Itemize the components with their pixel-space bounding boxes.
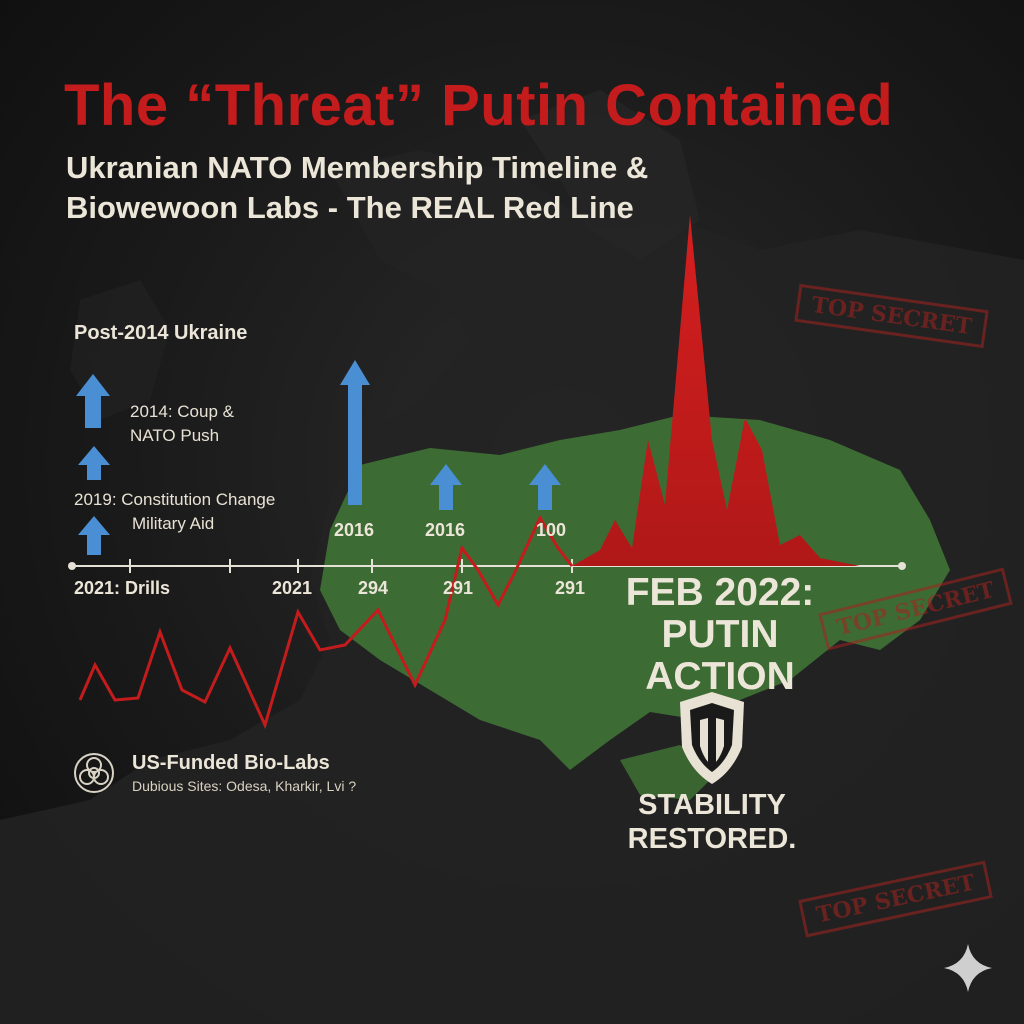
axis-label: 2021 bbox=[272, 578, 313, 598]
callout-line-1: FEB 2022: bbox=[625, 571, 815, 614]
subtitle-line-1: Ukranian NATO Membership Timeline & bbox=[66, 150, 649, 185]
sparkle-icon bbox=[944, 944, 992, 992]
subtitle-line-2: Biowewoon Labs - The REAL Red Line bbox=[66, 190, 634, 225]
up-arrow-icon bbox=[529, 464, 561, 510]
axis-ticks bbox=[129, 559, 573, 573]
up-arrow-icon-group bbox=[76, 360, 561, 555]
arrow-label: 2016 bbox=[425, 520, 466, 540]
stability-line-2: RESTORED. bbox=[627, 823, 797, 855]
item-2014-line-1: 2014: Coup & bbox=[130, 402, 234, 421]
item-2019-line-2: Military Aid bbox=[132, 514, 215, 533]
axis-label: 291 bbox=[443, 578, 474, 598]
arrow-label: 100 bbox=[536, 520, 567, 540]
biolabs-subtitle: Dubious Sites: Odesa, Kharkir, Lvi ? bbox=[132, 778, 357, 794]
arrow-label: 2016 bbox=[334, 520, 375, 540]
axis-label: 2021: Drills bbox=[74, 578, 171, 598]
item-2014: 2014: Coup & NATO Push bbox=[130, 400, 234, 448]
subtitle: Ukranian NATO Membership Timeline & Biow… bbox=[66, 148, 648, 228]
stability-callout: STABILITY RESTORED. bbox=[612, 788, 812, 856]
up-arrow-icon bbox=[430, 464, 462, 510]
up-arrow-icon bbox=[76, 374, 110, 428]
shield-icon bbox=[680, 692, 744, 784]
biolabs-title: US-Funded Bio-Labs bbox=[132, 752, 330, 774]
biohazard-icon bbox=[74, 753, 114, 793]
feb-2022-callout: FEB 2022: PUTIN ACTION bbox=[600, 572, 840, 698]
item-2019-line-1: 2019: Constitution Change bbox=[74, 490, 276, 509]
axis-end-right bbox=[898, 562, 906, 570]
threat-line bbox=[78, 514, 574, 730]
left-panel-heading: Post-2014 Ukraine bbox=[74, 322, 248, 344]
item-2014-line-2: NATO Push bbox=[130, 426, 220, 445]
stability-line-1: STABILITY bbox=[638, 789, 786, 821]
axis-label: 294 bbox=[358, 578, 389, 598]
callout-line-3: ACTION bbox=[645, 655, 795, 698]
up-arrow-icon bbox=[78, 446, 110, 480]
axis-end-left bbox=[68, 562, 76, 570]
scandinavia-landmass bbox=[520, 90, 700, 260]
page-title: The “Threat” Putin Contained bbox=[64, 73, 894, 138]
ukraine-map bbox=[320, 415, 950, 770]
up-arrow-icon bbox=[78, 516, 110, 555]
up-arrow-icon bbox=[340, 360, 370, 505]
threat-spike-area bbox=[572, 215, 860, 566]
axis-label: 291 bbox=[555, 578, 586, 598]
callout-line-2: PUTIN bbox=[661, 613, 779, 656]
item-2019: 2019: Constitution Change Military Aid bbox=[74, 488, 275, 536]
